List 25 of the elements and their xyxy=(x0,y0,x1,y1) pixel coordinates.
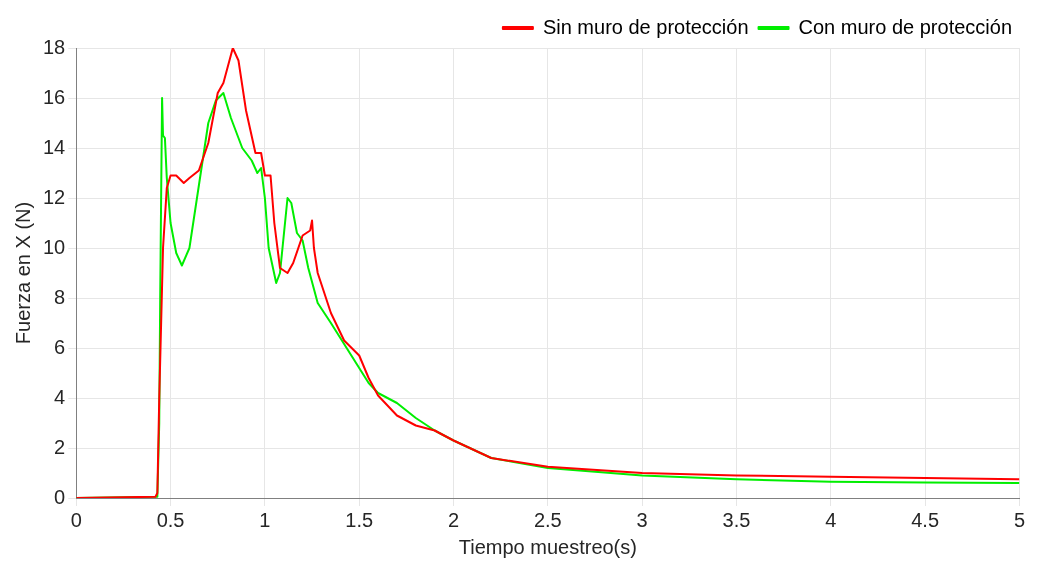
legend-label: Sin muro de protección xyxy=(542,15,749,38)
x-axis-title: Tiempo muestreo(s) xyxy=(458,535,637,558)
x-tick-label: 1.5 xyxy=(345,508,374,531)
x-tick-label: 4 xyxy=(825,508,837,531)
x-tick-label: 3.5 xyxy=(722,508,751,531)
y-tick-label: 6 xyxy=(54,335,66,358)
x-tick-label: 1 xyxy=(259,508,271,531)
y-tick-label: 10 xyxy=(43,235,66,258)
x-tick-label: 0 xyxy=(70,508,82,531)
y-tick-label: 8 xyxy=(54,285,66,308)
x-tick-label: 4.5 xyxy=(911,508,940,531)
y-tick-label: 4 xyxy=(54,385,66,408)
x-tick-label: 2 xyxy=(447,508,460,531)
y-tick-label: 0 xyxy=(54,485,66,508)
y-tick-label: 16 xyxy=(43,85,66,108)
x-tick-label: 2.5 xyxy=(533,508,562,531)
legend-label: Con muro de protección xyxy=(798,15,1013,38)
x-tick-label: 0.5 xyxy=(156,508,185,531)
x-tick-label: 5 xyxy=(1013,508,1025,531)
y-tick-label: 14 xyxy=(43,135,66,158)
y-tick-label: 2 xyxy=(54,435,66,458)
x-tick-label: 3 xyxy=(636,508,648,531)
y-axis-title: Fuerza en X (N) xyxy=(11,201,34,345)
y-tick-label: 12 xyxy=(43,185,66,208)
y-tick-label: 18 xyxy=(43,35,66,58)
